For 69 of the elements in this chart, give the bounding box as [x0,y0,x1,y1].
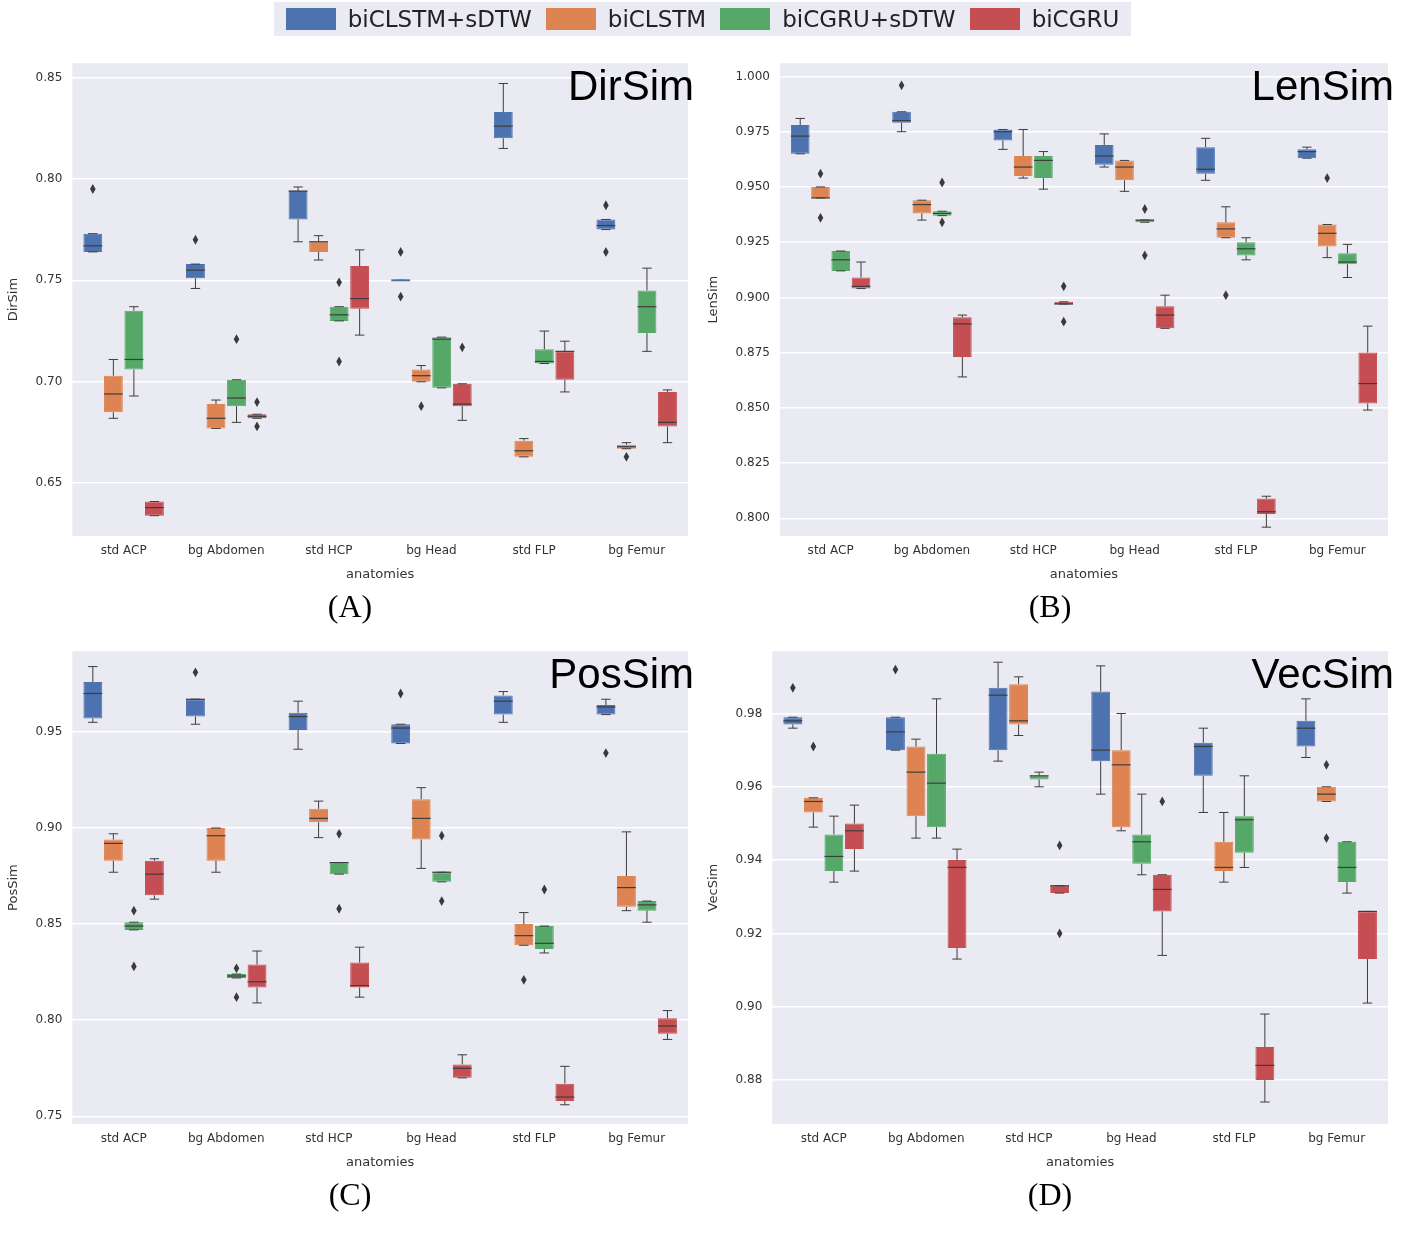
y-tick-label: 0.70 [35,373,63,388]
text: (B) [1027,587,1073,626]
x-tick-label: bg Femur [1308,1131,1366,1146]
legend-label: biCGRU+sDTW [782,6,956,32]
chart-title: PosSim [549,649,694,697]
chart-title: VecSim [1251,649,1394,697]
x-axis-title: anatomies [346,1153,415,1169]
y-tick-label: 0.96 [735,778,763,793]
x-tick-label: bg Abdomen [187,1131,265,1146]
x-tick-label: bg Abdomen [887,1131,965,1146]
x-tick-label: bg Head [1109,543,1160,558]
y-axis-title: VecSim [705,863,721,912]
y-tick-label: 0.75 [35,272,63,287]
x-tick-label: std ACP [100,1131,147,1146]
x-tick-label: bg Femur [1308,543,1366,558]
y-tick-label: 0.75 [35,1108,63,1123]
y-tick-label: 0.98 [735,705,763,720]
y-axis-title: PosSim [5,864,21,911]
y-axis-title: DirSim [5,277,21,322]
y-tick-label: 0.825 [735,455,770,470]
x-axis-title: anatomies [1046,1153,1115,1169]
x-tick-label: std HCP [305,1131,353,1146]
x-tick-label: std FLP [1212,1131,1256,1146]
legend-label: biCGRU [1031,6,1120,32]
x-tick-label: bg Head [1106,1131,1157,1146]
legend-label: biCLSTM [607,6,707,32]
chart-title: LenSim [1251,61,1394,109]
y-tick-label: 0.925 [735,234,770,249]
text: (C) [327,1175,373,1214]
chart-title: DirSim [568,61,694,109]
x-tick-label: std ACP [100,543,147,558]
x-axis-title: anatomies [346,565,415,581]
x-tick-label: bg Abdomen [893,543,971,558]
y-tick-label: 0.92 [735,925,763,940]
y-tick-label: 0.65 [35,475,63,490]
x-tick-label: bg Femur [608,1131,666,1146]
text: (A) [326,587,374,626]
x-tick-label: std FLP [1214,543,1258,558]
x-tick-label: bg Head [406,1131,457,1146]
y-tick-label: 0.850 [735,399,770,414]
y-tick-label: 0.85 [35,69,63,84]
y-tick-label: 0.800 [735,510,770,525]
y-tick-label: 0.875 [735,344,770,359]
legend-label: biCLSTM+sDTW [347,6,532,32]
text: (D) [1026,1175,1074,1214]
x-axis-title: anatomies [1049,565,1119,581]
y-tick-label: 0.80 [35,170,63,185]
y-tick-label: 0.80 [35,1012,63,1027]
y-tick-label: 0.950 [735,179,770,194]
y-tick-label: 0.900 [735,289,770,304]
y-tick-label: 0.94 [735,852,763,867]
x-tick-label: std ACP [800,1131,847,1146]
x-tick-label: std ACP [807,543,854,558]
x-tick-label: bg Head [406,543,457,558]
y-tick-label: 1.000 [735,68,770,83]
x-tick-label: std HCP [1009,543,1057,558]
y-tick-label: 0.85 [35,916,63,931]
x-tick-label: std HCP [1005,1131,1053,1146]
y-axis-title: LenSim [705,275,721,324]
y-tick-label: 0.90 [735,998,763,1013]
x-tick-label: bg Abdomen [187,543,265,558]
y-tick-label: 0.88 [735,1072,763,1087]
x-tick-label: std FLP [512,543,556,558]
x-tick-label: bg Femur [608,543,666,558]
x-tick-label: std FLP [512,1131,556,1146]
y-tick-label: 0.90 [35,820,63,835]
y-tick-label: 0.975 [735,123,770,138]
y-tick-label: 0.95 [35,724,63,739]
x-tick-label: std HCP [305,543,353,558]
